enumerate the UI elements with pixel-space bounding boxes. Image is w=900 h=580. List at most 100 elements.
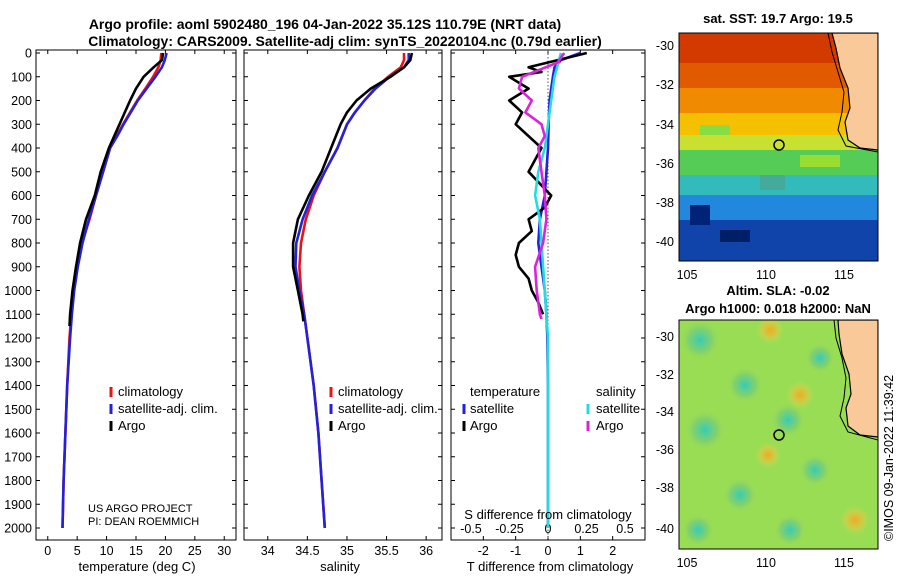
legend-temp-header: temperature	[470, 384, 540, 399]
credit-line1: US ARGO PROJECT	[88, 503, 193, 515]
legend2-argo-label: Argo	[338, 418, 365, 433]
sla-blob	[680, 320, 720, 360]
series-group-0	[61, 52, 168, 529]
sst-map	[679, 33, 878, 261]
map1-ticks: -30 -32 -34 -36 -38 -40 105 110 115	[656, 39, 854, 282]
map2-ytick: -40	[656, 522, 674, 536]
depth-tick-label: 700	[11, 213, 32, 227]
sla-warm-spot	[756, 320, 784, 344]
legend-t-argo-label: Argo	[470, 418, 497, 433]
x-tick-label: -2	[478, 544, 489, 558]
map1-xtick: 105	[677, 268, 698, 282]
sla-coast-contour	[833, 320, 878, 441]
sst-patch-5	[760, 175, 785, 190]
sla-blob	[805, 343, 835, 373]
depth-tick-label: 2000	[4, 522, 32, 536]
sla-blob	[682, 514, 714, 546]
salinity-xlabel: salinity	[320, 559, 360, 574]
legend-satellite-label: satellite-adj. clim.	[118, 401, 218, 416]
legend-climatology-label: climatology	[118, 384, 184, 399]
series-climatology	[298, 53, 406, 529]
x-tick-label: 36	[419, 544, 433, 558]
map1-ytick: -34	[656, 118, 674, 132]
series-salinity-argo	[517, 52, 566, 320]
x-tick-label: 2	[609, 544, 616, 558]
s-diff-tick-label: 0.5	[616, 522, 633, 536]
legend-salinity: climatology satellite-adj. clim. Argo	[329, 384, 438, 433]
lines-layer	[61, 51, 588, 529]
depth-tick-label: 800	[11, 237, 32, 251]
legend-s-argo-label: Argo	[596, 418, 623, 433]
x-tick-label: 34	[261, 544, 275, 558]
map1-xtick: 115	[834, 268, 854, 282]
legend2-climatology-label: climatology	[338, 384, 404, 399]
t-diff-xlabel: T difference from climatology	[467, 559, 634, 574]
map2-ytick: -32	[656, 368, 674, 382]
series-argo	[291, 52, 414, 322]
depth-tick-label: 200	[11, 94, 32, 108]
map1-ytick: -36	[656, 157, 674, 171]
sst-band-3	[679, 88, 878, 113]
imos-timestamp: ©IMOS 09-Jan-2022 11:39:42	[882, 375, 896, 541]
series-argo	[68, 52, 165, 327]
depth-tick-label: 1100	[5, 308, 32, 322]
map2-ticks: -30 -32 -34 -36 -38 -40 105 110 115	[656, 330, 854, 570]
map1-ytick: -30	[656, 39, 674, 53]
map1-title: sat. SST: 19.7 Argo: 19.5	[703, 11, 853, 26]
sst-argo-location	[773, 139, 785, 151]
depth-tick-label: 1500	[4, 403, 32, 417]
map2-title-line2: Argo h1000: 0.018 h2000: NaN	[685, 301, 871, 316]
map2-title-line1: Altim. SLA: -0.02	[726, 283, 829, 298]
map1-frame	[678, 32, 879, 262]
sla-land	[837, 320, 878, 438]
x-tick-label: 0	[44, 544, 51, 558]
depth-tick-label: 1600	[4, 427, 32, 441]
depth-tick-label: 900	[11, 260, 32, 274]
x-tick-label: -1	[510, 544, 521, 558]
s-diff-tick-label: -0.25	[495, 522, 524, 536]
x-tick-label: 10	[100, 544, 114, 558]
sla-blob	[727, 367, 763, 403]
x-tick-label: 25	[188, 544, 202, 558]
depth-tick-label: 400	[11, 142, 32, 156]
map2-ytick: -38	[656, 481, 674, 495]
depth-tick-label: 1700	[4, 450, 32, 464]
x-tick-label: 34.5	[295, 544, 319, 558]
s-diff-tick-label: 0.25	[574, 522, 598, 536]
sst-band-5	[679, 135, 878, 150]
map2-ytick: -30	[656, 330, 674, 344]
x-tick-label: 0	[545, 544, 552, 558]
x-tick-label: 1	[577, 544, 584, 558]
s-diff-tick-label: -0.5	[460, 522, 482, 536]
map2-xtick: 110	[756, 556, 776, 570]
sla-blob	[685, 410, 725, 450]
map2-ytick: -36	[656, 443, 674, 457]
x-tick-label: 20	[158, 544, 172, 558]
x-tick-label: 35.5	[374, 544, 398, 558]
sla-warm-spot	[840, 505, 870, 535]
legend-t-sat-label: satellite	[470, 401, 514, 416]
legend-difference: temperature salinity satellite Argo sate…	[462, 384, 640, 433]
depth-tick-label: 600	[11, 189, 32, 203]
salinity-panel-frame	[243, 49, 443, 541]
sla-map	[679, 320, 878, 549]
x-tick-label: 5	[74, 544, 81, 558]
axes-layer: 0100200300400500600700800900100011001200…	[4, 47, 645, 558]
temperature-panel-frame	[35, 49, 237, 541]
depth-tick-label: 1900	[4, 498, 32, 512]
sla-blob	[799, 454, 831, 486]
series-group-1	[291, 52, 414, 529]
sst-band-8	[679, 195, 878, 220]
depth-tick-label: 1300	[4, 355, 32, 369]
sst-band-9	[679, 220, 878, 261]
x-tick-label: 15	[129, 544, 143, 558]
credit-line2: PI: DEAN ROEMMICH	[88, 516, 199, 528]
map2-xtick: 115	[834, 556, 854, 570]
s-diff-tick-label: 0	[545, 522, 552, 536]
map1-xtick: 110	[756, 268, 776, 282]
legend-argo-label: Argo	[118, 418, 145, 433]
sst-band-6	[679, 150, 878, 175]
series-group-2	[507, 51, 588, 528]
series-satellite-adj-clim-	[61, 52, 168, 529]
